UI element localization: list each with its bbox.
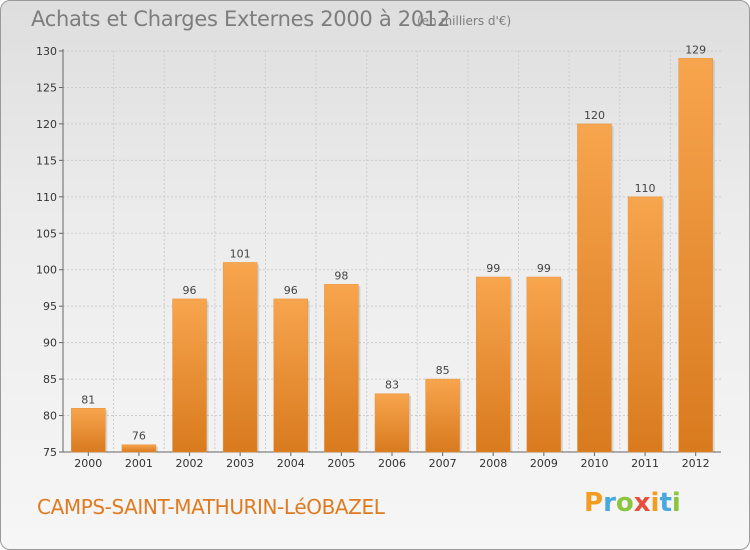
y-tick-label: 85 (43, 373, 57, 386)
bar-value-label: 101 (230, 247, 251, 260)
x-tick-label: 2004 (277, 457, 305, 470)
bar-2012 (678, 58, 713, 453)
y-tick-label: 75 (43, 446, 57, 459)
chart-title: Achats et Charges Externes 2000 à 2012 (31, 7, 451, 31)
data-labels: 81 76 96 101 96 98 83 85 99 99 120 110 129 (81, 43, 706, 442)
y-tick-label: 105 (36, 227, 57, 240)
logo-letter: o (615, 488, 634, 518)
bar-value-label: 129 (685, 43, 706, 56)
x-tick-label: 2005 (327, 457, 355, 470)
y-tick-label: 120 (36, 118, 57, 131)
logo-letter: r (603, 488, 616, 518)
bar-value-label: 81 (81, 393, 95, 406)
x-tick-label: 2010 (580, 457, 608, 470)
bar-2009 (526, 276, 562, 453)
bar-value-label: 76 (132, 430, 146, 443)
logo-letter: x (633, 488, 651, 518)
bars (71, 58, 715, 453)
logo-letter: i (650, 488, 660, 518)
bar-2002 (172, 298, 207, 453)
x-tick-label: 2007 (429, 457, 457, 470)
bar-2003 (222, 262, 258, 453)
logo-letter: i (671, 488, 681, 518)
y-tick-label: 115 (36, 154, 57, 167)
bar-value-label: 110 (635, 182, 656, 195)
bar-value-label: 96 (183, 284, 197, 297)
bar-2008 (475, 276, 511, 453)
bar-value-label: 96 (284, 284, 298, 297)
bar-value-label: 85 (436, 364, 450, 377)
bar-value-label: 120 (584, 109, 605, 122)
bar-value-label: 98 (334, 269, 348, 282)
x-tick-label: 2011 (631, 457, 659, 470)
logo-letter: t (659, 488, 672, 518)
bar-value-label: 99 (537, 262, 551, 275)
y-tick-label: 80 (43, 410, 57, 423)
y-tick-label: 90 (43, 337, 57, 350)
bar-2005 (324, 284, 359, 453)
x-tick-label: 2008 (479, 457, 507, 470)
x-tick-label: 2003 (226, 457, 254, 470)
bar-value-label: 83 (385, 379, 399, 392)
grid-lines (63, 50, 721, 453)
bar-2000 (71, 408, 106, 453)
x-tick-label: 2009 (530, 457, 558, 470)
y-tick-label: 125 (36, 81, 57, 94)
x-tick-label: 2012 (682, 457, 710, 470)
x-tick-label: 2006 (378, 457, 406, 470)
y-tick-label: 110 (36, 191, 57, 204)
x-tick-label: 2001 (125, 457, 153, 470)
chart-subtitle: (en milliers d'€) (417, 14, 512, 28)
bar-2007 (425, 378, 460, 453)
y-tick-label: 100 (36, 264, 57, 277)
y-tick-label: 95 (43, 300, 57, 313)
axes: 75 80 85 90 95 100 105 110 115 120 125 130 2000 2001 2… (36, 45, 721, 470)
bar-2006 (374, 393, 410, 453)
x-tick-label: 2000 (74, 457, 102, 470)
bar-2010 (577, 123, 612, 453)
bar-value-label: 99 (486, 262, 500, 275)
commune-name: CAMPS-SAINT-MATHURIN-LéOBAZEL (37, 495, 385, 519)
proxiti-logo: Proxiti (584, 488, 681, 528)
bar-2001 (121, 444, 157, 453)
logo-letter: P (584, 488, 604, 518)
y-tick-label: 130 (36, 45, 57, 58)
bar-2011 (627, 196, 663, 453)
bar-2004 (273, 298, 309, 453)
x-tick-label: 2002 (176, 457, 204, 470)
